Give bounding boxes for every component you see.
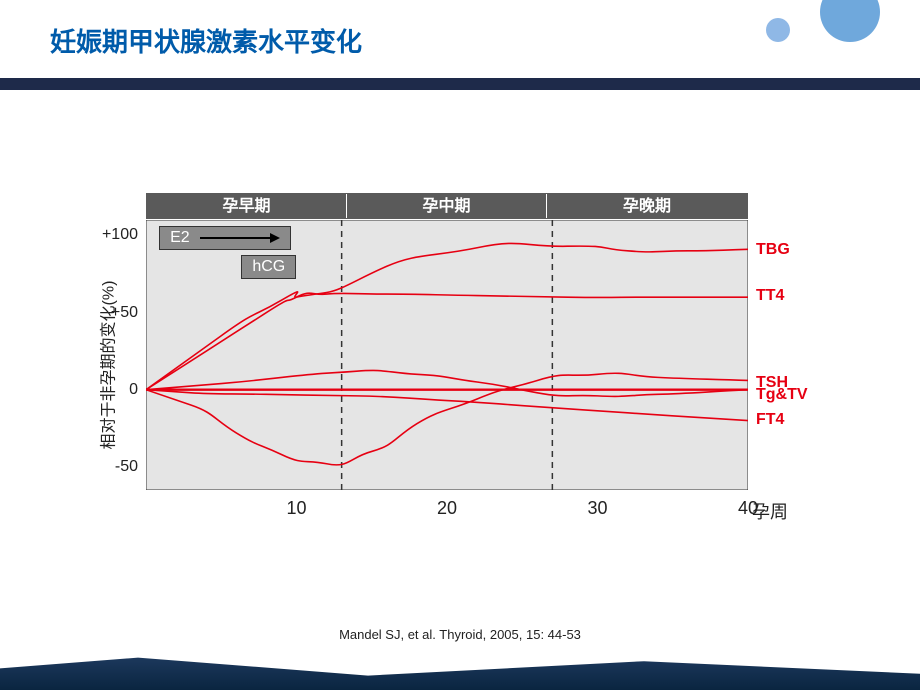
trimester-1-label: 孕早期 xyxy=(147,194,347,218)
annotation-e2: E2 xyxy=(159,226,291,250)
y-tick: +50 xyxy=(78,304,138,322)
x-tick: 30 xyxy=(587,498,607,519)
citation-text: Mandel SJ, et al. Thyroid, 2005, 15: 44-… xyxy=(0,627,920,642)
y-tick: 0 xyxy=(78,381,138,399)
x-tick: 20 xyxy=(437,498,457,519)
slide-title: 妊娠期甲状腺激素水平变化 xyxy=(50,22,362,59)
series-label-FT4: FT4 xyxy=(756,411,784,429)
slide-header: 妊娠期甲状腺激素水平变化 xyxy=(0,0,920,90)
decorative-bubble-large xyxy=(820,0,880,42)
series-label-TT4: TT4 xyxy=(756,287,784,305)
y-tick: +100 xyxy=(78,226,138,244)
series-label-TgTV: Tg&TV xyxy=(756,386,808,404)
trimester-3-label: 孕晚期 xyxy=(547,194,747,218)
x-tick: 10 xyxy=(286,498,306,519)
series-label-TBG: TBG xyxy=(756,241,790,259)
trimester-header: 孕早期 孕中期 孕晚期 xyxy=(146,193,748,219)
trimester-2-label: 孕中期 xyxy=(347,194,547,218)
chart-container: 相对于非孕期的变化(%) 孕早期 孕中期 孕晚期 E2 hCG 孕周 -500+… xyxy=(50,180,850,550)
decorative-bubble-small xyxy=(766,18,790,42)
arrow-right-icon xyxy=(200,231,280,245)
y-tick: -50 xyxy=(78,458,138,476)
line-chart-svg xyxy=(146,220,748,490)
x-tick: 40 xyxy=(738,498,758,519)
footer-decorative-wave xyxy=(0,654,920,690)
annotation-hcg: hCG xyxy=(241,255,296,279)
